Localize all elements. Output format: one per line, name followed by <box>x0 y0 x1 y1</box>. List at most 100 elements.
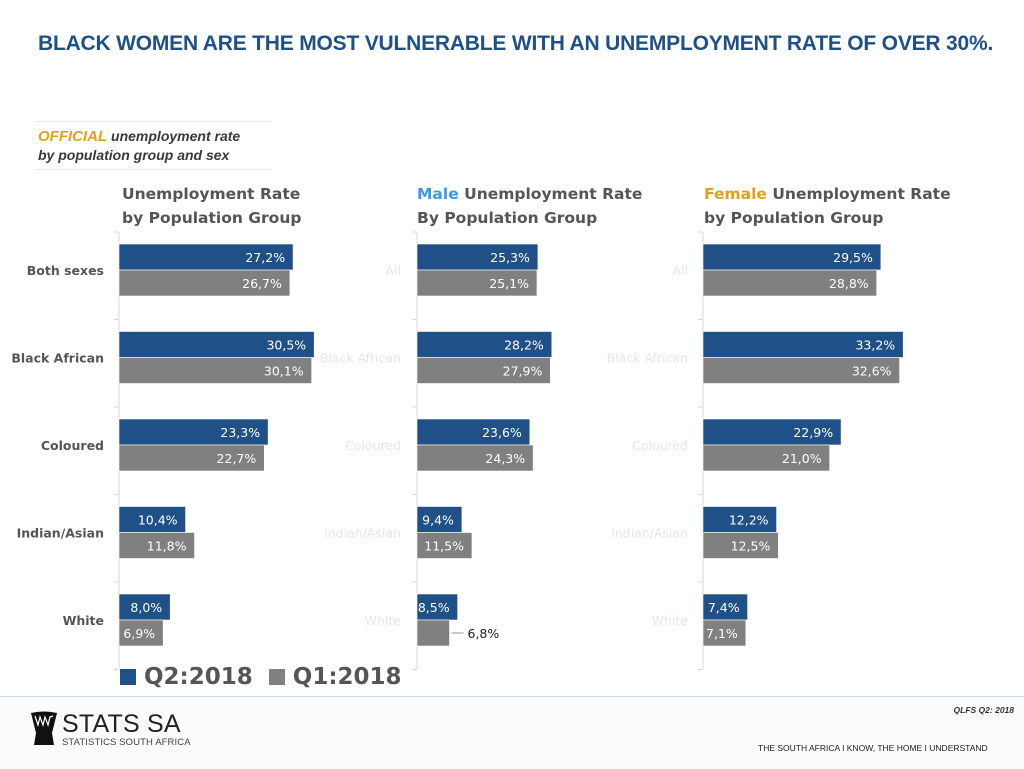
bar-q2 <box>702 506 777 533</box>
bar-value-label: 6,9% <box>123 626 155 641</box>
bar-value-label: 32,6% <box>852 364 892 379</box>
bar-q1 <box>416 444 534 472</box>
footer-tagline: THE SOUTH AFRICA I KNOW, THE HOME I UNDE… <box>758 743 988 753</box>
bar-q2 <box>118 243 294 271</box>
panel-title-female-accent: Female <box>704 185 767 203</box>
bar-q2 <box>416 243 539 271</box>
bar-value-label: 25,1% <box>489 276 529 291</box>
category-label: White <box>365 613 402 628</box>
bar-value-label: 11,5% <box>424 539 464 554</box>
bar-value-label: 10,4% <box>138 513 178 528</box>
bar-q1 <box>416 357 551 384</box>
bar-q2 <box>702 593 748 621</box>
panel-title-female: Female Unemployment Rate by Population G… <box>704 182 951 230</box>
legend-swatch-q2 <box>120 669 136 685</box>
chart-panel-2: All 29,5% 28,8% Black African 33,2% 32,6% Colo… <box>607 231 904 670</box>
bar-value-label: 7,4% <box>708 600 740 615</box>
legend-label-q1: Q1:2018 <box>292 664 402 690</box>
bar-value-label: 6,8% <box>468 626 500 641</box>
panel-title-female-line2: by Population Group <box>704 209 884 227</box>
bar-value-label: 27,9% <box>503 364 543 379</box>
bar-q1 <box>118 357 312 384</box>
category-label: Black African <box>607 351 688 366</box>
bar-value-label: 9,4% <box>422 513 454 528</box>
bar-q2 <box>118 331 315 358</box>
panel-title-overall-line1: Unemployment Rate <box>122 185 301 203</box>
bar-value-label: 23,6% <box>482 425 522 440</box>
chart-legend: Q2:2018 Q1:2018 <box>120 664 418 690</box>
source-note: QLFS Q2: 2018 <box>953 705 1014 715</box>
bar-q2 <box>118 593 171 621</box>
bar-value-label: 30,5% <box>266 338 306 353</box>
bar-q1 <box>118 532 195 559</box>
bar-value-label: 12,2% <box>729 513 769 528</box>
category-label: All <box>673 263 689 278</box>
bar-q1 <box>416 532 473 559</box>
bar-value-label: 8,5% <box>418 600 450 615</box>
bar-q1 <box>702 619 747 647</box>
panel-title-male-line2: By Population Group <box>417 209 598 227</box>
category-label: Coloured <box>632 438 688 453</box>
legend-label-q2: Q2:2018 <box>144 664 253 690</box>
bar-value-label: 28,8% <box>829 276 869 291</box>
legend-swatch-q1 <box>268 669 285 685</box>
bar-value-label: 21,0% <box>782 451 822 466</box>
panel-title-overall: Unemployment Rate by Population Group <box>122 182 301 230</box>
legend-item-q2: Q2:2018 <box>120 664 253 690</box>
bar-q1 <box>702 532 779 559</box>
bar-q1 <box>118 619 164 647</box>
category-label: Indian/Asian <box>17 526 104 541</box>
bar-q2 <box>118 418 269 446</box>
panel-title-female-line1: Unemployment Rate <box>766 185 951 203</box>
category-label: Black African <box>11 351 104 366</box>
bar-value-label: 7,1% <box>706 626 738 641</box>
category-label: White <box>652 613 689 628</box>
drum-logo-icon <box>31 711 57 745</box>
chart-panel-0: Both sexes 27,2% 26,7% Black African 30,5% 30… <box>11 231 315 670</box>
panel-title-male-accent: Male <box>417 185 459 203</box>
bar-q2 <box>118 506 186 533</box>
subtitle-line2: by population group and sex <box>38 147 230 163</box>
bar-q2 <box>416 506 463 533</box>
bar-q1 <box>702 269 877 297</box>
subtitle-line1: unemployment rate <box>107 128 241 144</box>
page-headline: BLACK WOMEN ARE THE MOST VULNERABLE WITH… <box>38 32 994 55</box>
panel-title-overall-line2: by Population Group <box>122 209 302 227</box>
bar-q1 <box>702 444 830 472</box>
chart-subtitle: OFFICIAL unemployment rate by population… <box>36 121 272 170</box>
bar-value-label: 24,3% <box>485 451 525 466</box>
logo-sub-text: STATISTICS SOUTH AFRICA <box>62 737 191 748</box>
category-label: Coloured <box>345 438 401 453</box>
category-label: All <box>386 263 402 278</box>
bar-q2 <box>416 331 553 358</box>
category-label: Both sexes <box>27 263 104 278</box>
bar-value-label: 8,0% <box>130 600 162 615</box>
bar-value-label: 11,8% <box>147 539 187 554</box>
bar-q1 <box>416 619 450 647</box>
bar-value-label: 33,2% <box>855 338 895 353</box>
bar-value-label: 27,2% <box>245 250 285 265</box>
bar-q1 <box>702 357 900 384</box>
legend-item-q1: Q1:2018 <box>268 664 402 690</box>
bar-q1 <box>118 269 291 297</box>
bar-q2 <box>702 418 842 446</box>
chart-panel-1: All 25,3% 25,1% Black African 28,2% 27,9% Colo… <box>320 231 553 670</box>
category-label: Black African <box>320 351 401 366</box>
bar-charts: Both sexes 27,2% 26,7% Black African 30,5% 30… <box>11 231 904 670</box>
category-label: Coloured <box>41 438 104 453</box>
slide-footer: STATS SA STATISTICS SOUTH AFRICA QLFS Q2… <box>0 696 1024 769</box>
bar-value-label: 30,1% <box>264 364 304 379</box>
bar-q1 <box>416 269 538 297</box>
category-label: Indian/Asian <box>324 526 401 541</box>
bar-value-label: 29,5% <box>833 250 873 265</box>
subtitle-accent: OFFICIAL <box>38 128 108 145</box>
panel-title-male: Male Unemployment Rate By Population Gro… <box>417 182 642 230</box>
bar-value-label: 26,7% <box>242 276 282 291</box>
bar-q2 <box>416 418 531 446</box>
logo-main-text: STATS SA <box>62 710 181 738</box>
bar-value-label: 25,3% <box>490 250 530 265</box>
category-label: Indian/Asian <box>611 526 688 541</box>
bar-q1 <box>118 444 265 472</box>
bar-value-label: 22,9% <box>793 425 833 440</box>
category-label: White <box>63 613 104 628</box>
